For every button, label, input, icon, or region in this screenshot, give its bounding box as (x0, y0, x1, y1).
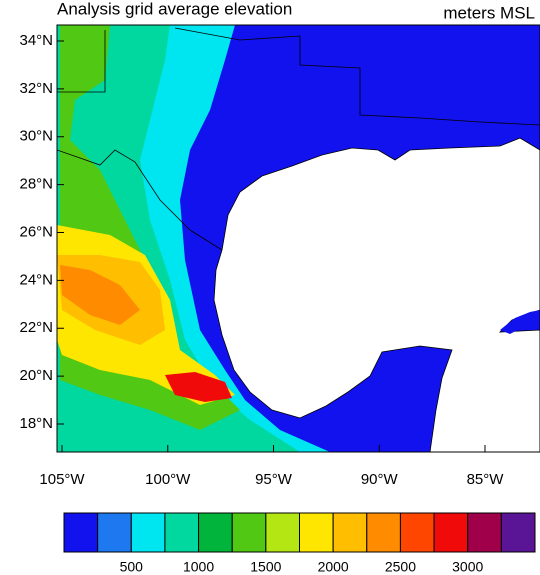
x-tick-label: 95°W (255, 471, 293, 488)
units-label: meters MSL (443, 3, 535, 22)
colorbar-box (299, 512, 334, 553)
border (174, 27, 540, 126)
ticks: 105°W 100°W 95°W 90°W 85°W 18°N 20°N 22°N 24°N 26… (19, 32, 504, 488)
colorbar: 500 1000 1500 2000 2500 3000 (63, 512, 536, 575)
y-tick-label: 22°N (19, 319, 53, 336)
y-tick-label: 24°N (19, 271, 53, 288)
map-title: Analysis grid average elevation (57, 0, 292, 18)
colorbar-box (467, 512, 502, 553)
colorbar-tick-label: 3000 (452, 559, 483, 575)
y-tick-label: 20°N (19, 367, 53, 384)
colorbar-tick-label: 2500 (385, 559, 416, 575)
x-tick-label: 90°W (361, 471, 399, 488)
colorbar-box (130, 512, 166, 553)
y-tick-label: 34°N (19, 32, 53, 49)
colorbar-box (433, 512, 469, 553)
colorbar-box (164, 512, 200, 553)
colorbar-box (231, 512, 267, 553)
colorbar-box (366, 512, 401, 553)
elevation-map (57, 25, 540, 452)
plot-frame (56, 24, 540, 453)
y-tick-label: 30°N (19, 128, 53, 145)
cuba (500, 310, 540, 334)
colorbar-box (63, 512, 99, 553)
colorbar-box (265, 512, 301, 553)
colorbar-box (500, 512, 536, 553)
colorbar-tick-label: 1000 (183, 559, 214, 575)
x-tick-label: 100°W (145, 471, 191, 488)
y-tick-label: 28°N (19, 176, 53, 193)
colorbar-tick-label: 500 (120, 559, 144, 575)
colorbar-box (198, 512, 233, 553)
y-tick-label: 32°N (19, 80, 53, 97)
gulf-of-mexico (213, 137, 540, 452)
y-tick-label: 18°N (19, 415, 53, 432)
x-tick-label: 105°W (39, 471, 85, 488)
colorbar-box (399, 512, 435, 553)
high-terrain-darkorange (60, 265, 140, 325)
border (57, 30, 106, 93)
colorbar-box (97, 512, 132, 553)
x-tick-label: 85°W (467, 471, 505, 488)
high-terrain-red (165, 372, 232, 402)
colorbar-tick-label: 2000 (318, 559, 349, 575)
border (57, 149, 223, 251)
colorbar-tick-label: 1500 (250, 559, 281, 575)
colorbar-box (332, 512, 368, 553)
y-tick-label: 26°N (19, 223, 53, 240)
